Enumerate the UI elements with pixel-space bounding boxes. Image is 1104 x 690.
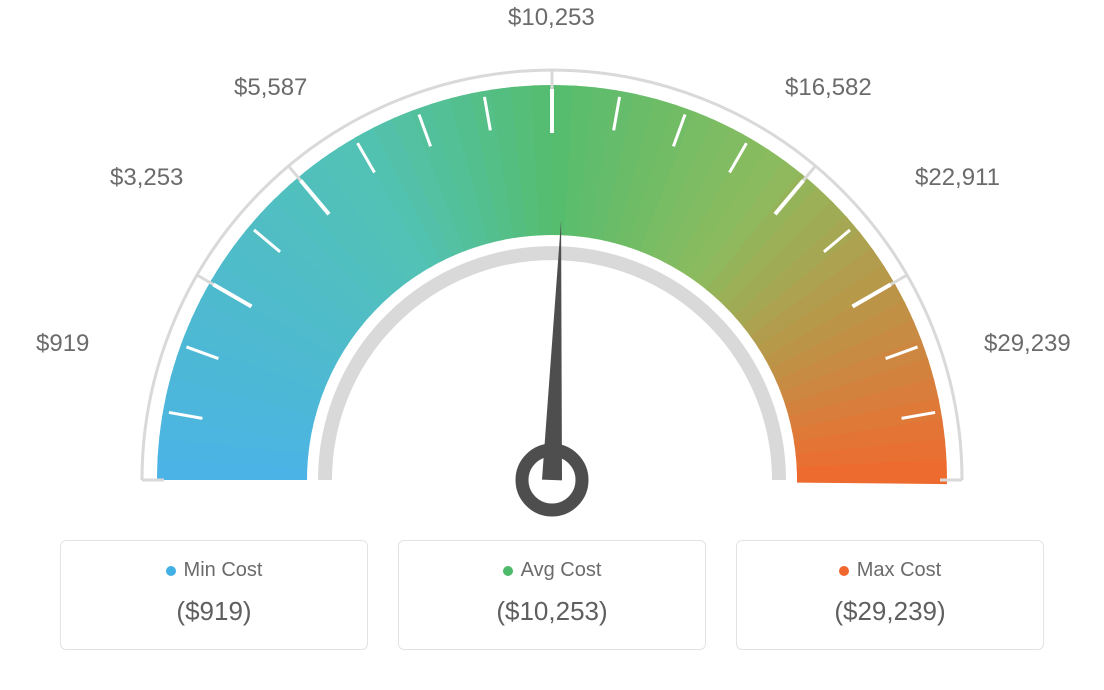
legend-card-avg: Avg Cost ($10,253) [398, 540, 706, 650]
gauge-tick-label: $919 [36, 330, 89, 358]
legend-label-min: Min Cost [184, 559, 263, 582]
legend-label-max: Max Cost [857, 559, 941, 582]
gauge-chart: $919 $3,253 $5,587 $10,253 $16,582 $22,911 $29… [0, 0, 1104, 520]
legend-value-min: ($919) [71, 596, 357, 627]
legend-label-avg: Avg Cost [521, 559, 602, 582]
legend-value-avg: ($10,253) [409, 596, 695, 627]
gauge-tick-label: $16,582 [785, 74, 872, 102]
legend-title-avg: Avg Cost [409, 559, 695, 582]
gauge-tick-label: $5,587 [234, 74, 307, 102]
legend-title-max: Max Cost [747, 559, 1033, 582]
legend-card-max: Max Cost ($29,239) [736, 540, 1044, 650]
legend-card-min: Min Cost ($919) [60, 540, 368, 650]
legend-title-min: Min Cost [71, 559, 357, 582]
legend-dot-avg [503, 566, 513, 576]
gauge-tick-label: $3,253 [110, 164, 183, 192]
gauge-tick-label: $29,239 [984, 330, 1071, 358]
gauge-tick-label: $10,253 [508, 4, 595, 32]
gauge-tick-label: $22,911 [915, 164, 1000, 192]
gauge-svg [0, 0, 1104, 520]
legend-dot-min [166, 566, 176, 576]
legend-row: Min Cost ($919) Avg Cost ($10,253) Max C… [0, 520, 1104, 650]
legend-value-max: ($29,239) [747, 596, 1033, 627]
legend-dot-max [839, 566, 849, 576]
